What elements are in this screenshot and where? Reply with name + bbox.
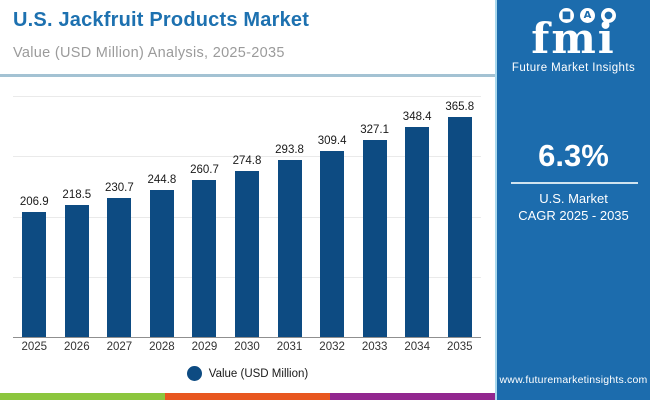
- cagr-divider: [511, 182, 638, 184]
- logo-icons: ■ A ●: [525, 8, 650, 23]
- stripe-orange: [165, 393, 330, 400]
- bar: [107, 198, 132, 337]
- map-icon: ■: [559, 8, 574, 23]
- x-tick-label: 2030: [234, 341, 260, 353]
- bar-chart: 206.9 218.5 230.7 244.8 260.7 274.8 293.8 309.4…: [13, 96, 481, 338]
- bar: [362, 139, 387, 337]
- bar-group-2032: 309.4: [311, 96, 354, 337]
- logo-wordmark: fmi: [531, 14, 616, 63]
- bar-group-2027: 230.7: [98, 96, 141, 337]
- x-axis-labels: 2025 2026 2027 2028 2029 2030 2031 2032 2033 2034…: [13, 341, 481, 353]
- page-subtitle: Value (USD Million) Analysis, 2025-2035: [13, 45, 285, 61]
- bar: [22, 212, 47, 337]
- bar-value-label: 309.4: [317, 134, 347, 147]
- x-tick-label: 2028: [149, 341, 175, 353]
- bar-value-label: 274.8: [232, 155, 262, 168]
- x-tick-label: 2027: [106, 341, 133, 353]
- bar-value-label: 260.7: [190, 163, 219, 176]
- x-tick-label: 2033: [361, 341, 388, 353]
- bar: [277, 160, 302, 337]
- stripe-green: [0, 393, 165, 400]
- bar-group-2030: 274.8: [226, 96, 269, 337]
- gridline-400: [13, 96, 481, 97]
- fmi-logo: ■ A ● fmi Future Market Insights: [497, 8, 650, 74]
- bar: [405, 127, 430, 337]
- stripe-purple: [330, 393, 495, 400]
- globe-icon: ●: [601, 8, 616, 23]
- bar-value-label: 327.1: [360, 123, 390, 136]
- gridline-300: [13, 156, 481, 158]
- header: U.S. Jackfruit Products Market Value (US…: [0, 0, 495, 75]
- bar-group-2028: 244.8: [141, 96, 184, 337]
- legend-marker-icon: [186, 366, 202, 381]
- header-divider: [0, 74, 495, 77]
- bar-value-label: 348.4: [402, 111, 432, 124]
- bar-group-2025: 206.9: [13, 96, 56, 337]
- chart-legend: Value (USD Million): [0, 366, 495, 381]
- x-tick-label: 2032: [319, 341, 345, 353]
- x-axis-line: [13, 336, 481, 338]
- footer-stripes: [0, 393, 495, 400]
- bar: [235, 171, 259, 337]
- x-tick-label: 2034: [404, 341, 430, 353]
- bar-value-label: 218.5: [62, 189, 92, 202]
- bar: [447, 116, 472, 337]
- bar-group-2031: 293.8: [268, 96, 311, 337]
- bar-group-2026: 218.5: [56, 96, 99, 337]
- cagr-label: U.S. Market CAGR 2025 - 2035: [497, 190, 650, 224]
- cagr-value: 6.3%: [538, 138, 609, 173]
- website-link[interactable]: www.futuremarketinsights.com: [499, 374, 648, 386]
- logo-subtext: Future Market Insights: [511, 62, 636, 74]
- x-tick-label: 2029: [191, 341, 218, 353]
- bar-value-label: 365.8: [445, 100, 475, 113]
- bars-row: 206.9 218.5 230.7 244.8 260.7 274.8 293.8 309.4…: [13, 96, 481, 337]
- bar: [64, 205, 89, 337]
- cagr-label-line1: U.S. Market: [539, 191, 608, 206]
- bar-group-2035: 365.8: [438, 96, 481, 337]
- x-tick-label: 2025: [21, 341, 48, 353]
- x-tick-label: 2035: [446, 341, 473, 353]
- bar-value-label: 206.9: [19, 196, 49, 209]
- bar-value-label: 293.8: [275, 144, 304, 156]
- bar-value-label: 230.7: [104, 182, 134, 195]
- bar-group-2034: 348.4: [396, 96, 439, 337]
- bar-value-label: 244.8: [147, 173, 177, 186]
- bar: [149, 189, 174, 337]
- bar-group-2029: 260.7: [183, 96, 226, 337]
- cagr-label-line2: CAGR 2025 - 2035: [518, 208, 629, 223]
- brand-sidebar: ■ A ● fmi Future Market Insights 6.3% U.…: [495, 0, 650, 400]
- bar: [192, 179, 217, 337]
- x-tick-label: 2031: [276, 341, 303, 353]
- page-title: U.S. Jackfruit Products Market: [13, 9, 310, 31]
- x-tick-label: 2026: [64, 341, 90, 353]
- legend-label: Value (USD Million): [208, 367, 309, 380]
- compass-icon: A: [580, 8, 595, 23]
- bar: [320, 150, 345, 337]
- bar-group-2033: 327.1: [353, 96, 396, 337]
